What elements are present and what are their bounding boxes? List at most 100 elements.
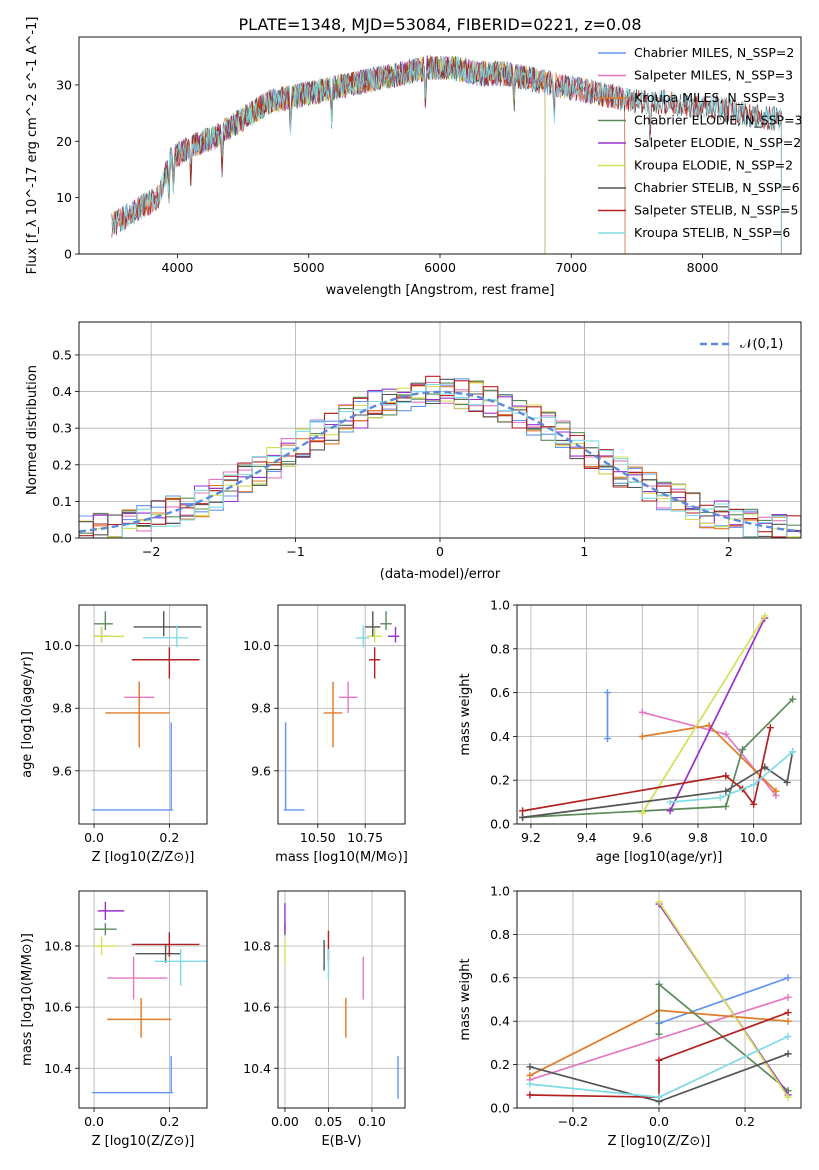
age_vs_mass-xlabel: mass [log10(M/M⊙)] <box>275 850 408 865</box>
spectrum-xlabel: wavelength [Angstrom, rest frame] <box>326 283 555 298</box>
x-tick-label: 0.0 <box>649 1114 669 1129</box>
spectrum-series-5 <box>163 55 546 254</box>
y-tick-label: 10.6 <box>44 1000 72 1015</box>
errorbar-point-8 <box>355 625 369 648</box>
weight-marker <box>655 980 663 988</box>
errorbar-point-6 <box>365 611 381 637</box>
residuals-xlabel: (data-model)/error <box>380 567 501 582</box>
y-tick-label: 1.0 <box>490 884 510 899</box>
weight-marker <box>666 798 674 806</box>
x-tick-label: 6000 <box>424 260 456 275</box>
errorbar-point-5 <box>94 626 125 643</box>
errorbar-point-2 <box>323 681 343 748</box>
residual-series-3 <box>79 380 801 538</box>
weight-marker <box>638 708 646 716</box>
age_vs_mass-axes <box>274 605 405 828</box>
weight-marker <box>526 1091 534 1099</box>
y-tick-label: 0.0 <box>52 531 72 546</box>
weight-marker <box>784 1050 792 1058</box>
mass_weight_vs_age-frame <box>516 604 802 825</box>
y-tick-label: 0.2 <box>52 457 72 472</box>
errorbar-point-6 <box>133 611 202 637</box>
weight-marker <box>772 787 780 795</box>
weight-marker <box>526 1063 534 1071</box>
weight-marker <box>722 772 730 780</box>
weight-marker <box>783 778 791 786</box>
residual-series-4 <box>79 384 801 538</box>
errorbar-point-6 <box>135 944 181 963</box>
residual-series-8 <box>79 383 801 538</box>
errorbar-point-1 <box>338 681 358 713</box>
y-tick-label: 0.2 <box>490 1057 510 1072</box>
residual-series-5 <box>79 382 801 538</box>
spectrum-legend: Chabrier MILES, N_SSP=2 Salpeter MILES, N… <box>598 45 803 240</box>
mass_weight_vs_Z-ylabel: mass weight <box>458 958 473 1040</box>
errorbar-point-3 <box>94 923 117 936</box>
weight-marker <box>766 724 774 732</box>
residuals-frame <box>78 321 802 539</box>
errorbar-point-3 <box>380 611 392 631</box>
x-tick-label: 10.75 <box>347 830 383 845</box>
age_vs_Z-ylabel: age [log10(age/yr)] <box>20 651 35 778</box>
spectrum-lines <box>111 54 782 254</box>
errorbar-point-3 <box>94 611 113 631</box>
errorbar-point-4 <box>97 901 125 921</box>
weight-series-1 <box>529 996 789 1081</box>
x-tick-label: 1 <box>580 544 588 559</box>
errorbar-point-8 <box>143 625 189 648</box>
errorbar-point-0 <box>283 722 305 811</box>
x-tick-label: 0.2 <box>159 830 179 845</box>
errorbar-point-7 <box>131 647 200 679</box>
y-tick-label: 10.8 <box>243 939 271 954</box>
x-tick-label: 10.0 <box>740 830 768 845</box>
legend-label-4: Salpeter ELODIE, N_SSP=2 <box>634 135 801 150</box>
x-tick-label: 9.8 <box>688 830 708 845</box>
errorbar-point-2 <box>105 681 170 748</box>
y-tick-label: 1.0 <box>490 598 510 613</box>
x-tick-label: 0.0 <box>84 830 104 845</box>
age_vs_mass-frame <box>277 604 406 825</box>
errorbar-point-7 <box>368 647 381 679</box>
weight-marker <box>784 1009 792 1017</box>
weight-marker <box>750 781 758 789</box>
residual-series-6 <box>79 378 801 538</box>
x-tick-label: 9.4 <box>577 830 597 845</box>
weight-marker <box>519 813 527 821</box>
normal-curve <box>79 390 801 533</box>
weight-marker <box>784 1093 792 1101</box>
weight-marker <box>655 1030 663 1038</box>
mass_vs_ebv-xlabel: E(B-V) <box>321 1134 361 1149</box>
errorbar-point-5 <box>367 626 383 643</box>
mass_vs_Z-frame <box>78 890 208 1109</box>
legend-label-0: Chabrier MILES, N_SSP=2 <box>634 45 794 60</box>
x-tick-label: 0.2 <box>159 1114 179 1129</box>
y-tick-label: 10.8 <box>44 939 72 954</box>
weight-marker <box>519 807 527 815</box>
age_vs_Z-axes <box>75 605 207 828</box>
weight-marker <box>716 794 724 802</box>
errorbar-point-4 <box>387 626 400 643</box>
errorbar-point-1 <box>107 956 168 1000</box>
legend-label-3: Chabrier ELODIE, N_SSP=3 <box>634 113 803 128</box>
x-tick-label: 9.2 <box>521 830 541 845</box>
weight-marker <box>722 802 730 810</box>
y-tick-label: 0.4 <box>52 384 72 399</box>
weight-marker <box>638 809 646 817</box>
y-tick-label: 0 <box>64 247 72 262</box>
weight-series-7 <box>529 1011 789 1099</box>
errorbar-point-2 <box>107 997 172 1038</box>
weight-marker <box>603 689 611 697</box>
age_vs_mass-points <box>283 611 400 811</box>
age_vs_Z-frame <box>78 604 208 825</box>
y-tick-label: 9.8 <box>52 701 72 716</box>
x-tick-label: 0.00 <box>271 1114 299 1129</box>
mass_vs_Z-points <box>92 901 207 1094</box>
x-tick-label: 9.6 <box>632 830 652 845</box>
weight-marker <box>655 898 663 906</box>
spectrum-series-8 <box>111 56 782 254</box>
x-tick-label: 0.2 <box>735 1114 755 1129</box>
weight-marker <box>789 695 797 703</box>
x-tick-label: −0.2 <box>558 1114 588 1129</box>
mass_weight_vs_Z-frame <box>516 890 802 1109</box>
mass_vs_ebv-frame <box>277 890 406 1109</box>
